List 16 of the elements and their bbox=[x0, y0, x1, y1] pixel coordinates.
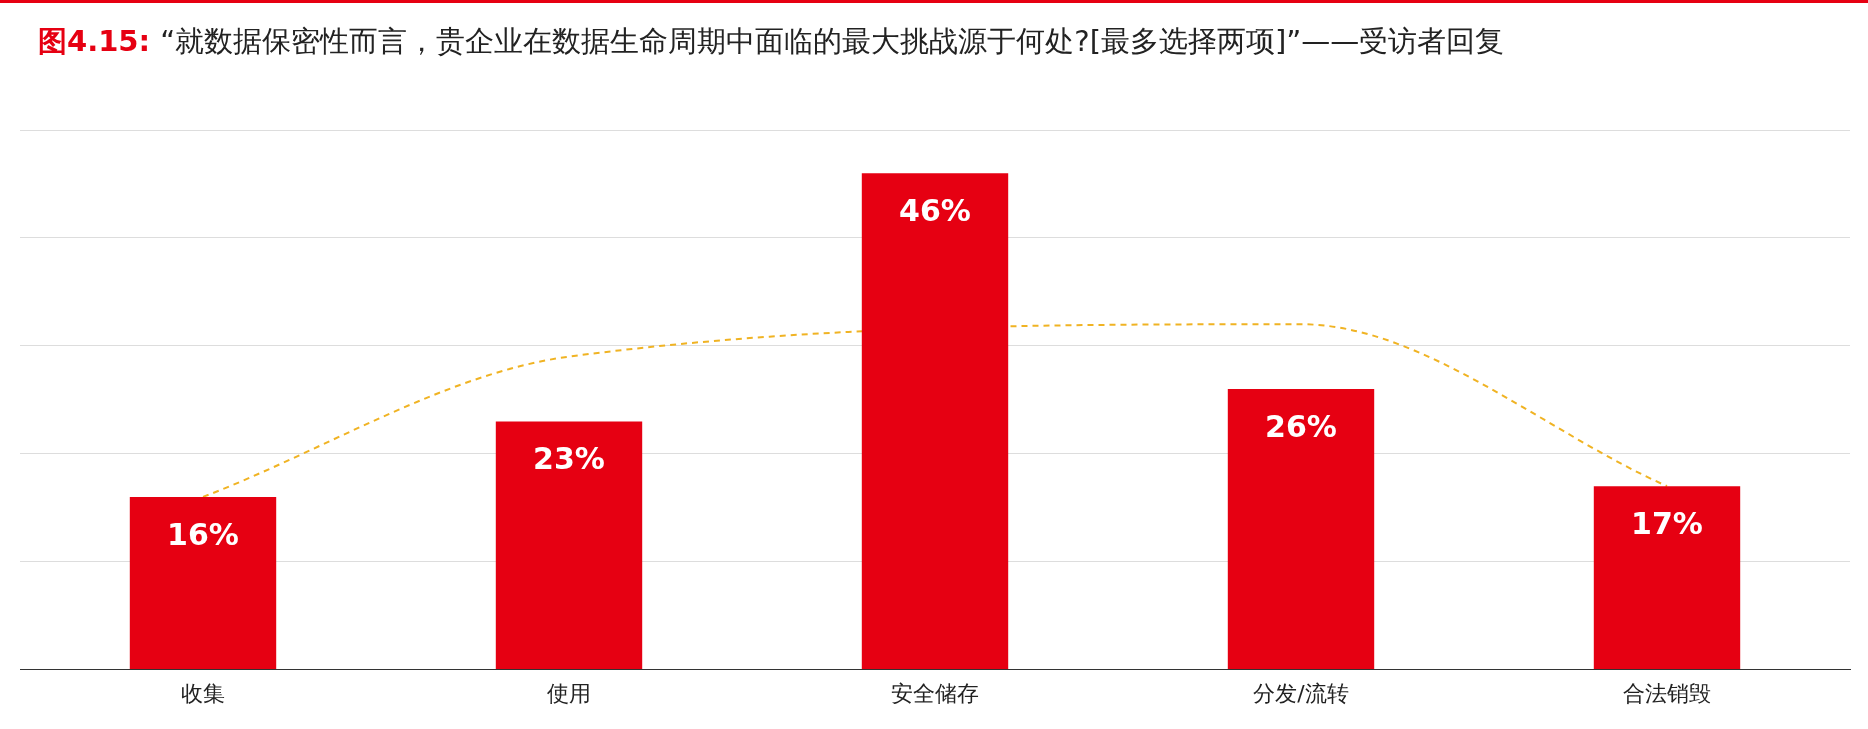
x-tick-label: 安全储存 bbox=[891, 680, 979, 706]
data-label: 17% bbox=[1631, 505, 1703, 541]
bar bbox=[1593, 486, 1741, 670]
data-label: 26% bbox=[1265, 408, 1337, 444]
x-tick-label: 合法销毁 bbox=[1623, 680, 1711, 706]
chart-title: 图4.15: “就数据保密性而言，贵企业在数据生命周期中面临的最大挑战源于何处?[最多选择两项]”——受访者回复 bbox=[38, 23, 1505, 60]
bar bbox=[129, 496, 277, 670]
data-label: 16% bbox=[167, 516, 239, 552]
bar bbox=[861, 173, 1009, 670]
bar bbox=[495, 421, 643, 670]
x-tick-label: 分发/流转 bbox=[1253, 680, 1349, 706]
x-tick-label: 收集 bbox=[181, 680, 225, 706]
bar bbox=[1227, 389, 1375, 670]
data-label: 46% bbox=[899, 192, 971, 228]
x-tick-label: 使用 bbox=[547, 680, 591, 706]
data-label: 23% bbox=[533, 441, 605, 477]
